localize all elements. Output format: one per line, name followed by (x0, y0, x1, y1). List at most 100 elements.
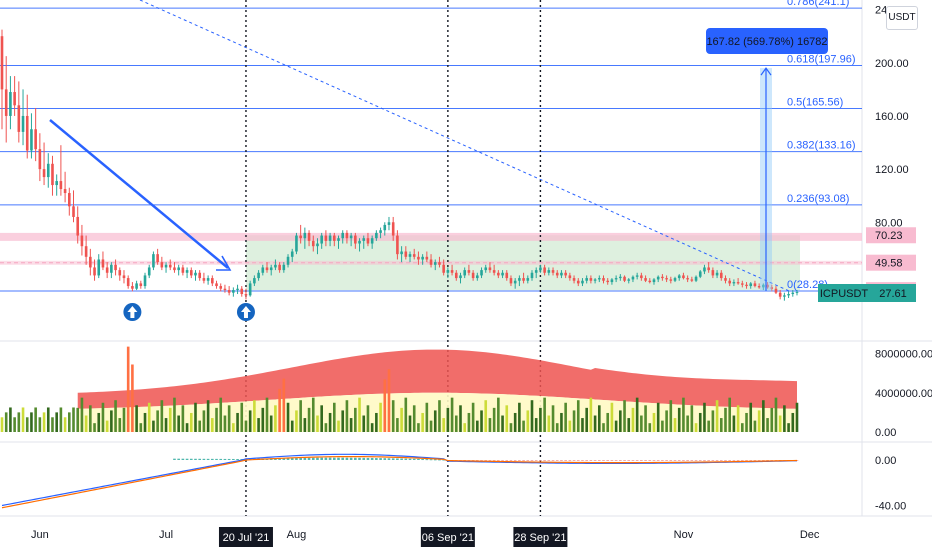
volume-bar (454, 415, 458, 432)
candle-body (471, 272, 475, 279)
candle-body (530, 272, 534, 279)
volume-bar (122, 407, 126, 432)
candle-body (122, 275, 126, 279)
candle-body (34, 129, 37, 150)
candle-body (328, 235, 332, 241)
candle-body (732, 282, 736, 284)
candle-body (232, 290, 235, 293)
macd-histogram-bar (745, 460, 748, 461)
macd-histogram-bar (610, 460, 614, 461)
macd-histogram-bar (290, 457, 294, 460)
candle-body (206, 278, 210, 281)
candle-body (105, 267, 109, 273)
candle-body (656, 276, 660, 280)
volume-bar (320, 405, 323, 432)
candle-body (484, 267, 488, 271)
volume-bar (505, 405, 509, 432)
up-arrow-markers (123, 303, 255, 321)
volume-bar (139, 423, 143, 432)
downtrend-arrow (49, 119, 232, 271)
candle-body (42, 169, 46, 178)
volume-bar (194, 402, 197, 432)
macd-histogram-bar (505, 460, 509, 461)
fib-label-0.5: 0.5(165.56) (787, 97, 843, 109)
macd-histogram-bar (522, 460, 525, 461)
currency-badge[interactable]: USDT (886, 6, 918, 30)
dashed-trendline (139, 0, 791, 292)
fib-label-0.236: 0.236(93.08) (787, 193, 849, 205)
volume-bar (644, 405, 647, 432)
volume-bar (589, 397, 593, 432)
volume-bar (282, 378, 286, 432)
candle-body (602, 278, 605, 281)
macd-histogram-bar (383, 458, 387, 460)
volume-bar (564, 402, 567, 432)
macd-panel (1, 453, 799, 509)
volume-bar (311, 397, 315, 432)
candle-body (383, 224, 387, 231)
candle-body (21, 115, 25, 132)
volume-bar (118, 418, 122, 432)
macd-histogram-bar (488, 460, 492, 461)
candle-body (76, 216, 80, 236)
volume-bar (303, 418, 307, 432)
price-tick-label: 120.00 (875, 164, 909, 176)
candle-body (492, 270, 496, 273)
candle-body (110, 264, 113, 273)
fib-label-0.618: 0.618(197.96) (787, 54, 856, 66)
volume-bar (4, 412, 8, 432)
candle-body (67, 193, 71, 207)
candle-body (219, 286, 223, 289)
price-axis: 240.00200.00160.00120.0080.0070.2349.582… (818, 5, 932, 513)
macd-histogram-bar (749, 460, 753, 461)
candle-body (290, 251, 294, 257)
macd-histogram-bar (484, 460, 488, 461)
candle-body (80, 235, 84, 247)
candle-body (147, 267, 151, 276)
macd-histogram-bar (555, 460, 559, 461)
macd-histogram-bar (644, 460, 647, 461)
volume-bar (501, 415, 504, 432)
candle-body (370, 238, 374, 244)
macd-histogram-bar (181, 458, 185, 460)
volume-bar (177, 415, 180, 432)
volume-bar (30, 412, 33, 432)
macd-histogram-bar (509, 460, 513, 461)
candle-body (253, 278, 256, 284)
volume-bar (332, 402, 336, 432)
macd-histogram-bar (421, 459, 424, 461)
volume-bar (236, 412, 239, 432)
macd-histogram-bar (404, 458, 408, 460)
candle-body (320, 235, 323, 244)
candle-body (412, 254, 416, 257)
macd-histogram-bar (349, 457, 353, 460)
candle-body (795, 291, 799, 293)
volume-bar (631, 407, 635, 432)
macd-histogram-bar (564, 460, 567, 461)
candle-body (686, 278, 689, 280)
macd-histogram-bar (223, 458, 227, 460)
candle-body (509, 278, 513, 284)
macd-histogram-bar (189, 458, 193, 460)
volume-bar (316, 415, 319, 432)
candle-body (644, 278, 647, 281)
symbol-tag-value: 27.61 (879, 288, 907, 300)
macd-histogram-bar (286, 458, 290, 460)
candle-body (194, 272, 197, 276)
macd-histogram-bar (337, 457, 340, 460)
macd-histogram-bar (442, 459, 445, 461)
volume-bar (513, 412, 517, 432)
candle-body (38, 149, 42, 170)
volume-bar (551, 405, 555, 432)
macd-histogram-bar (375, 458, 378, 460)
volume-bar (757, 410, 761, 432)
volume-bar (105, 420, 109, 432)
candle-body (375, 232, 378, 239)
candle-body (707, 267, 710, 271)
macd-histogram-bar (572, 460, 576, 461)
candle-body (63, 189, 67, 194)
volume-bar (560, 412, 563, 432)
macd-histogram-bar (345, 457, 349, 460)
volume-bar (719, 418, 723, 432)
